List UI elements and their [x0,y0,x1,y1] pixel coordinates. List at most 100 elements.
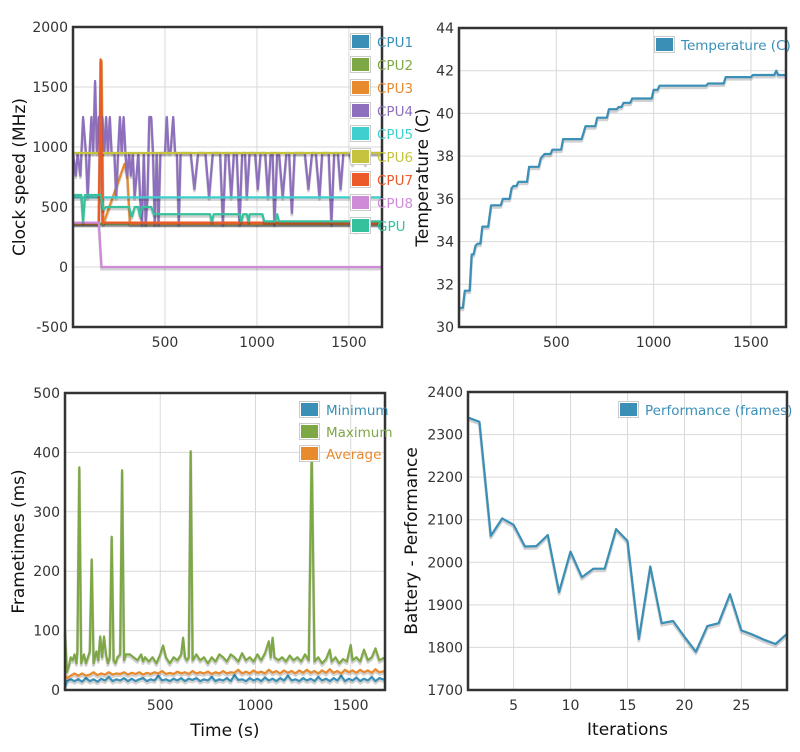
series-line-temperature-c- [459,69,786,309]
legend-swatch [301,447,318,460]
frametimes-chart: 500 1000 1500 0 100 200 300 400 500 Frametimes (m… [9,386,393,741]
y-tick-label: 400 [33,445,60,461]
plot-frame [466,390,789,692]
x-axis-title: Time (s) [189,721,259,741]
legend-swatch [352,219,369,232]
legend-item: CPU3 [350,79,413,97]
legend: CPU1 CPU2 CPU3 CPU4 CPU5 CPU6 CPU7 CPU8 GPU [350,33,413,235]
legend-label: CPU6 [377,150,413,166]
legend-label: CPU3 [377,81,413,97]
y-tick-label: 42 [436,64,454,80]
legend-item: CPU7 [350,171,413,189]
y-tick-label: 2000 [427,555,463,571]
legend-swatch [352,81,369,94]
y-tick-label: 34 [436,235,454,251]
y-tick-label: 2200 [427,470,463,486]
y-tick-label: 1800 [427,640,463,656]
legend-label: CPU5 [377,127,413,143]
series-shadow [63,675,386,690]
series-line-gpu [73,193,384,233]
legend-item: CPU2 [350,56,413,74]
legend-swatch [352,58,369,71]
legend-item: CPU1 [350,33,413,51]
legend-swatch [620,403,637,416]
y-tick-label: 40 [436,106,454,122]
plot-frame [63,391,387,692]
x-tick-label: 1500 [333,698,369,714]
x-axis-title: Iterations [587,720,668,740]
x-tick-label: 500 [543,335,570,351]
x-tick-label: 20 [676,698,694,714]
y-tick-label: 2100 [427,513,463,529]
y-tick-label: 2400 [427,385,463,401]
x-tick-label: 500 [147,698,174,714]
series-line-cpu8 [73,221,382,269]
series-shadow [459,71,786,312]
legend-label: Average [326,447,381,463]
series-line-minimum [63,673,386,688]
y-tick-label: 38 [436,149,454,165]
y-tick-label: -500 [36,320,68,336]
y-tick-label: 1700 [427,683,463,699]
x-tick-label: 5 [509,698,518,714]
legend-item: CPU6 [350,148,413,166]
series-line-maximum [63,448,386,674]
legend-swatch [352,104,369,117]
plot-frame [71,25,384,329]
clock-speed-chart: 500 1000 1500 -500 0 500 1000 1500 2000 Clock spe… [10,20,413,351]
legend-item: CPU5 [350,125,413,143]
y-tick-label: 1500 [32,80,68,96]
y-tick-label: 500 [41,200,68,216]
x-tick-label: 25 [733,698,751,714]
y-tick-label: 44 [436,21,454,37]
series-shadow [63,669,386,682]
x-tick-label: 1500 [733,335,769,351]
legend-item: Minimum [299,401,389,419]
legend-label: CPU1 [377,35,413,51]
legend-item: CPU4 [350,102,413,120]
y-tick-label: 300 [33,505,60,521]
x-tick-label: 1000 [636,335,672,351]
legend-swatch [352,35,369,48]
legend-swatch [352,127,369,140]
y-tick-label: 0 [51,683,60,699]
x-tick-label: 1000 [239,335,275,351]
y-tick-label: 200 [33,564,60,580]
y-axis-title: Battery - Performance [402,447,422,635]
temperature-chart: 500 1000 1500 30 32 34 36 38 40 42 44 Temperature (… [413,21,791,351]
series-line-performance-frames- [467,416,788,653]
legend-swatch [301,425,318,438]
x-tick-label: 1000 [238,698,274,714]
y-tick-label: 0 [59,260,68,276]
legend: Minimum Maximum Average [299,401,393,463]
legend-swatch [352,196,369,209]
y-axis-title: Frametimes (ms) [9,469,29,613]
x-tick-label: 15 [619,698,637,714]
legend: Temperature (C) [654,36,791,54]
legend-item: Average [299,445,381,463]
legend-swatch [301,403,318,416]
legend-label: CPU7 [377,173,413,189]
legend-label: GPU [377,219,405,235]
legend-swatch [352,150,369,163]
legend-label: CPU8 [377,196,413,212]
legend-swatch [656,38,673,51]
legend-item: Temperature (C) [654,36,791,54]
x-tick-label: 1500 [331,335,367,351]
x-tick-label: 10 [562,698,580,714]
plot-frame [457,26,788,329]
legend-item: GPU [350,217,405,235]
legend-label: CPU4 [377,104,413,120]
y-tick-label: 32 [436,277,454,293]
y-axis-title: Temperature (C) [413,108,433,247]
y-tick-label: 30 [436,320,454,336]
legend-label: CPU2 [377,58,413,74]
y-axis-title: Clock speed (MHz) [10,98,30,256]
y-tick-label: 500 [33,386,60,402]
legend-item: CPU8 [350,194,413,212]
legend-swatch [352,173,369,186]
y-tick-label: 100 [33,624,60,640]
series-line-average [64,668,386,680]
legend-item: Maximum [299,423,393,441]
